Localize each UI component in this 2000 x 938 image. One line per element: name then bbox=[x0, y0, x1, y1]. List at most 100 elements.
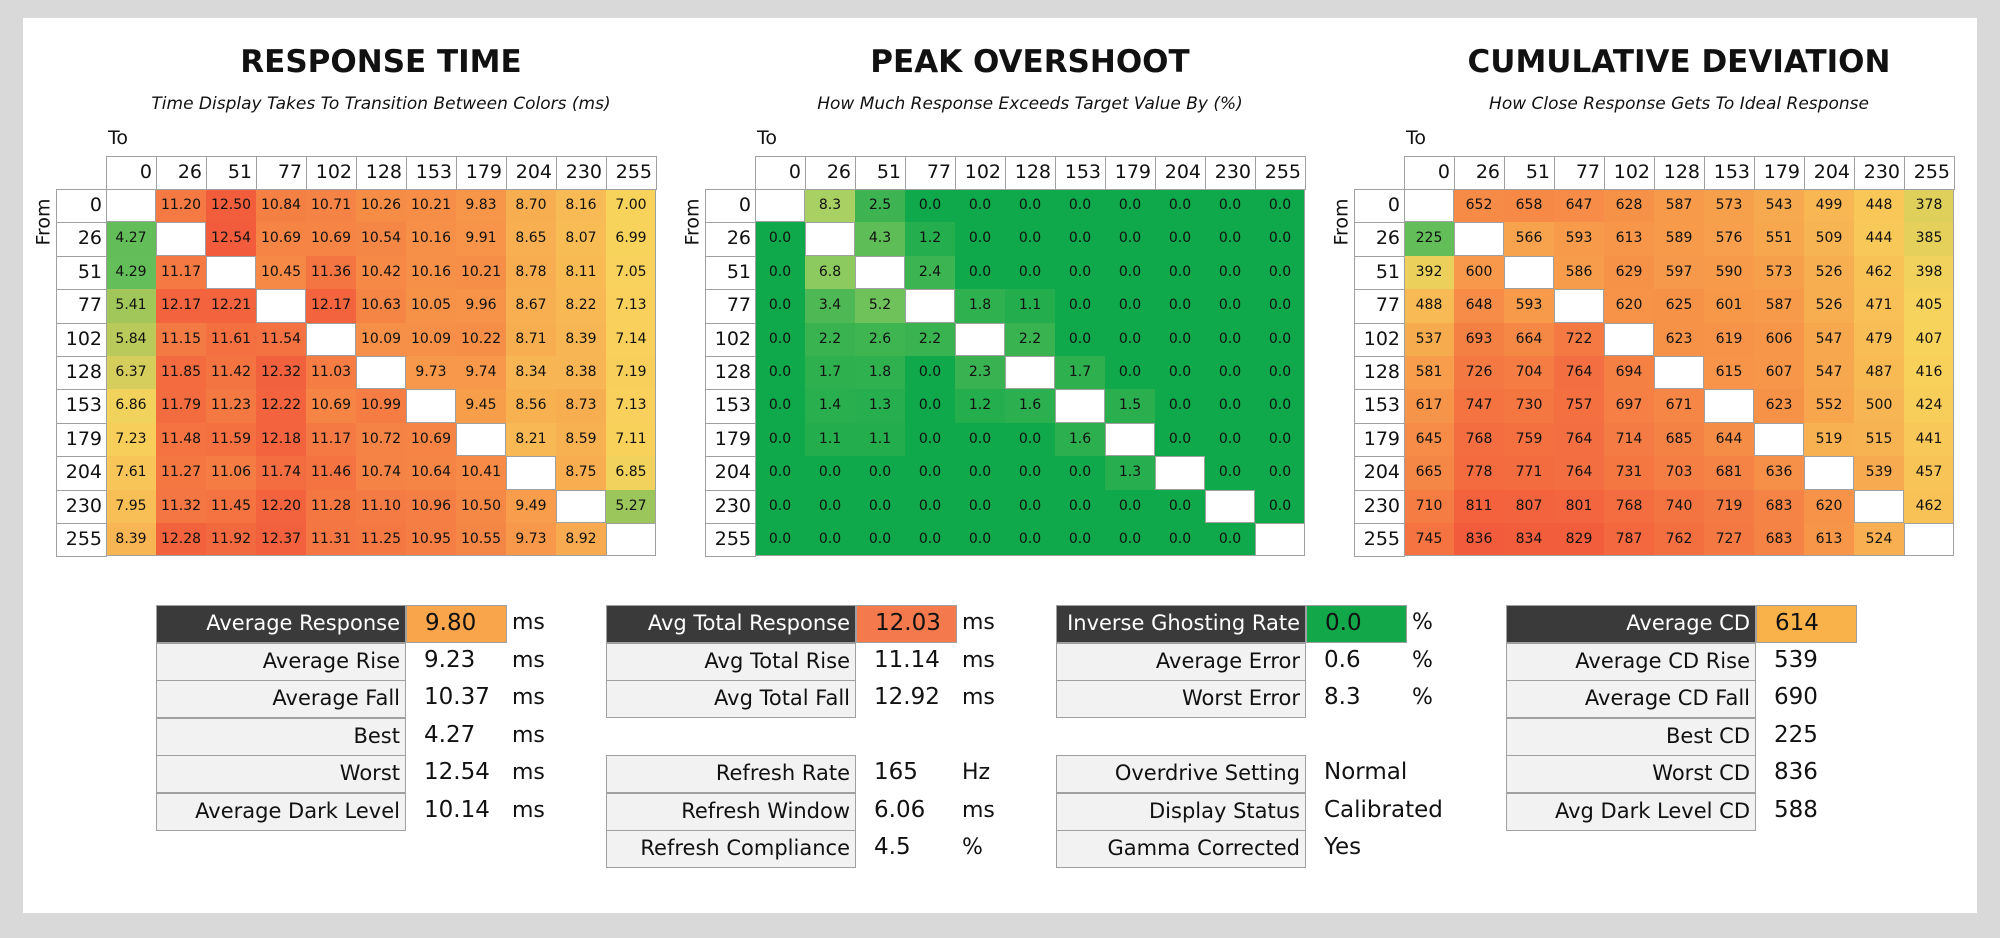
empty-cell bbox=[955, 322, 1005, 356]
heat-cell: 747 bbox=[1454, 389, 1504, 423]
column-header: 204 bbox=[506, 156, 557, 190]
heat-cell: 0.0 bbox=[1105, 523, 1155, 557]
stat-label: Average Response bbox=[156, 605, 406, 643]
row-header: 230 bbox=[1354, 489, 1405, 524]
empty-cell bbox=[1155, 456, 1205, 490]
empty-cell bbox=[406, 389, 456, 423]
heat-cell: 623 bbox=[1654, 322, 1704, 356]
column-header: 179 bbox=[456, 156, 507, 190]
stat-value: Calibrated bbox=[1324, 796, 1443, 823]
empty-cell bbox=[1255, 523, 1305, 557]
stat-label: Refresh Compliance bbox=[606, 830, 856, 868]
column-header: 0 bbox=[1404, 156, 1455, 190]
stat-label: Avg Total Response bbox=[606, 605, 856, 643]
heat-cell: 0.0 bbox=[1005, 222, 1055, 256]
empty-cell bbox=[1205, 489, 1255, 523]
row-header: 153 bbox=[705, 389, 756, 424]
heat-cell: 407 bbox=[1904, 322, 1954, 356]
heat-cell: 0.0 bbox=[1005, 456, 1055, 490]
column-header: 204 bbox=[1804, 156, 1855, 190]
heat-cell: 0.0 bbox=[755, 255, 805, 290]
heat-cell: 8.59 bbox=[556, 422, 606, 457]
heat-cell: 7.05 bbox=[606, 255, 656, 290]
heat-cell: 10.95 bbox=[406, 523, 456, 557]
heat-cell: 768 bbox=[1604, 489, 1654, 523]
heat-cell: 1.7 bbox=[805, 356, 855, 390]
heat-cell: 7.61 bbox=[106, 456, 156, 490]
heat-cell: 0.0 bbox=[1055, 289, 1105, 323]
heat-cell: 12.32 bbox=[256, 356, 306, 390]
heat-cell: 2.3 bbox=[955, 356, 1005, 390]
column-header: 230 bbox=[556, 156, 607, 190]
row-header: 153 bbox=[56, 389, 107, 424]
heat-cell: 722 bbox=[1554, 322, 1604, 356]
heat-cell: 11.32 bbox=[156, 489, 206, 523]
heat-cell: 10.64 bbox=[406, 456, 456, 490]
heat-cell: 11.36 bbox=[306, 255, 356, 290]
heat-cell: 10.21 bbox=[456, 255, 506, 290]
heat-cell: 0.0 bbox=[905, 523, 955, 557]
heat-cell: 683 bbox=[1754, 523, 1804, 557]
stat-unit: % bbox=[1412, 685, 1433, 710]
row-header: 51 bbox=[1354, 255, 1405, 291]
heat-cell: 644 bbox=[1704, 422, 1754, 457]
heat-cell: 587 bbox=[1754, 289, 1804, 323]
heat-cell: 764 bbox=[1554, 422, 1604, 457]
heat-cell: 629 bbox=[1604, 255, 1654, 290]
empty-cell bbox=[1754, 422, 1804, 457]
heat-cell: 628 bbox=[1604, 189, 1654, 223]
heat-cell: 9.73 bbox=[506, 523, 556, 557]
heat-cell: 731 bbox=[1604, 456, 1654, 490]
empty-cell bbox=[905, 289, 955, 323]
stat-unit: Hz bbox=[962, 760, 991, 785]
stat-unit: ms bbox=[512, 610, 545, 635]
heat-cell: 0.0 bbox=[1155, 255, 1205, 290]
column-header: 128 bbox=[356, 156, 407, 190]
empty-cell bbox=[1504, 255, 1554, 290]
panel-subtitle: How Much Response Exceeds Target Value B… bbox=[817, 94, 1243, 114]
heat-cell: 0.0 bbox=[1155, 356, 1205, 390]
heat-cell: 0.0 bbox=[955, 222, 1005, 256]
row-header: 204 bbox=[56, 456, 107, 491]
heat-cell: 1.1 bbox=[1005, 289, 1055, 323]
heat-cell: 10.55 bbox=[456, 523, 506, 557]
stat-value: 10.37 bbox=[424, 684, 490, 710]
stat-unit: ms bbox=[512, 647, 545, 673]
heat-cell: 573 bbox=[1754, 255, 1804, 290]
heat-cell: 764 bbox=[1554, 356, 1604, 390]
stat-value: 0.0 bbox=[1306, 605, 1407, 643]
row-header: 26 bbox=[1354, 222, 1405, 257]
row-header: 128 bbox=[1354, 356, 1405, 391]
heat-cell: 710 bbox=[1404, 489, 1454, 523]
heat-cell: 7.14 bbox=[606, 322, 656, 356]
heat-cell: 519 bbox=[1804, 422, 1854, 457]
heat-cell: 12.17 bbox=[306, 289, 356, 323]
heat-cell: 2.6 bbox=[855, 322, 905, 356]
row-header: 51 bbox=[56, 255, 107, 291]
heat-cell: 5.41 bbox=[106, 289, 156, 323]
empty-cell bbox=[1654, 356, 1704, 390]
heat-cell: 0.0 bbox=[1155, 422, 1205, 457]
heat-cell: 12.50 bbox=[206, 189, 256, 223]
heat-cell: 10.22 bbox=[456, 322, 506, 356]
heat-cell: 658 bbox=[1504, 189, 1554, 223]
heat-cell: 0.0 bbox=[1255, 255, 1305, 290]
heat-cell: 8.67 bbox=[506, 289, 556, 323]
heat-cell: 597 bbox=[1654, 255, 1704, 290]
stat-label: Average CD bbox=[1506, 605, 1756, 643]
column-header: 255 bbox=[1904, 156, 1955, 190]
heat-cell: 10.74 bbox=[356, 456, 406, 490]
heat-cell: 8.21 bbox=[506, 422, 556, 457]
heat-cell: 11.10 bbox=[356, 489, 406, 523]
stat-unit: ms bbox=[962, 797, 995, 823]
heat-cell: 11.06 bbox=[206, 456, 256, 490]
heat-cell: 378 bbox=[1904, 189, 1954, 223]
heat-cell: 0.0 bbox=[1005, 489, 1055, 523]
heat-cell: 0.0 bbox=[1255, 189, 1305, 223]
heat-cell: 551 bbox=[1754, 222, 1804, 256]
heat-cell: 9.96 bbox=[456, 289, 506, 323]
stat-value: 12.92 bbox=[874, 684, 940, 710]
heat-cell: 10.50 bbox=[456, 489, 506, 523]
heat-cell: 10.09 bbox=[356, 322, 406, 356]
column-header: 26 bbox=[156, 156, 207, 190]
